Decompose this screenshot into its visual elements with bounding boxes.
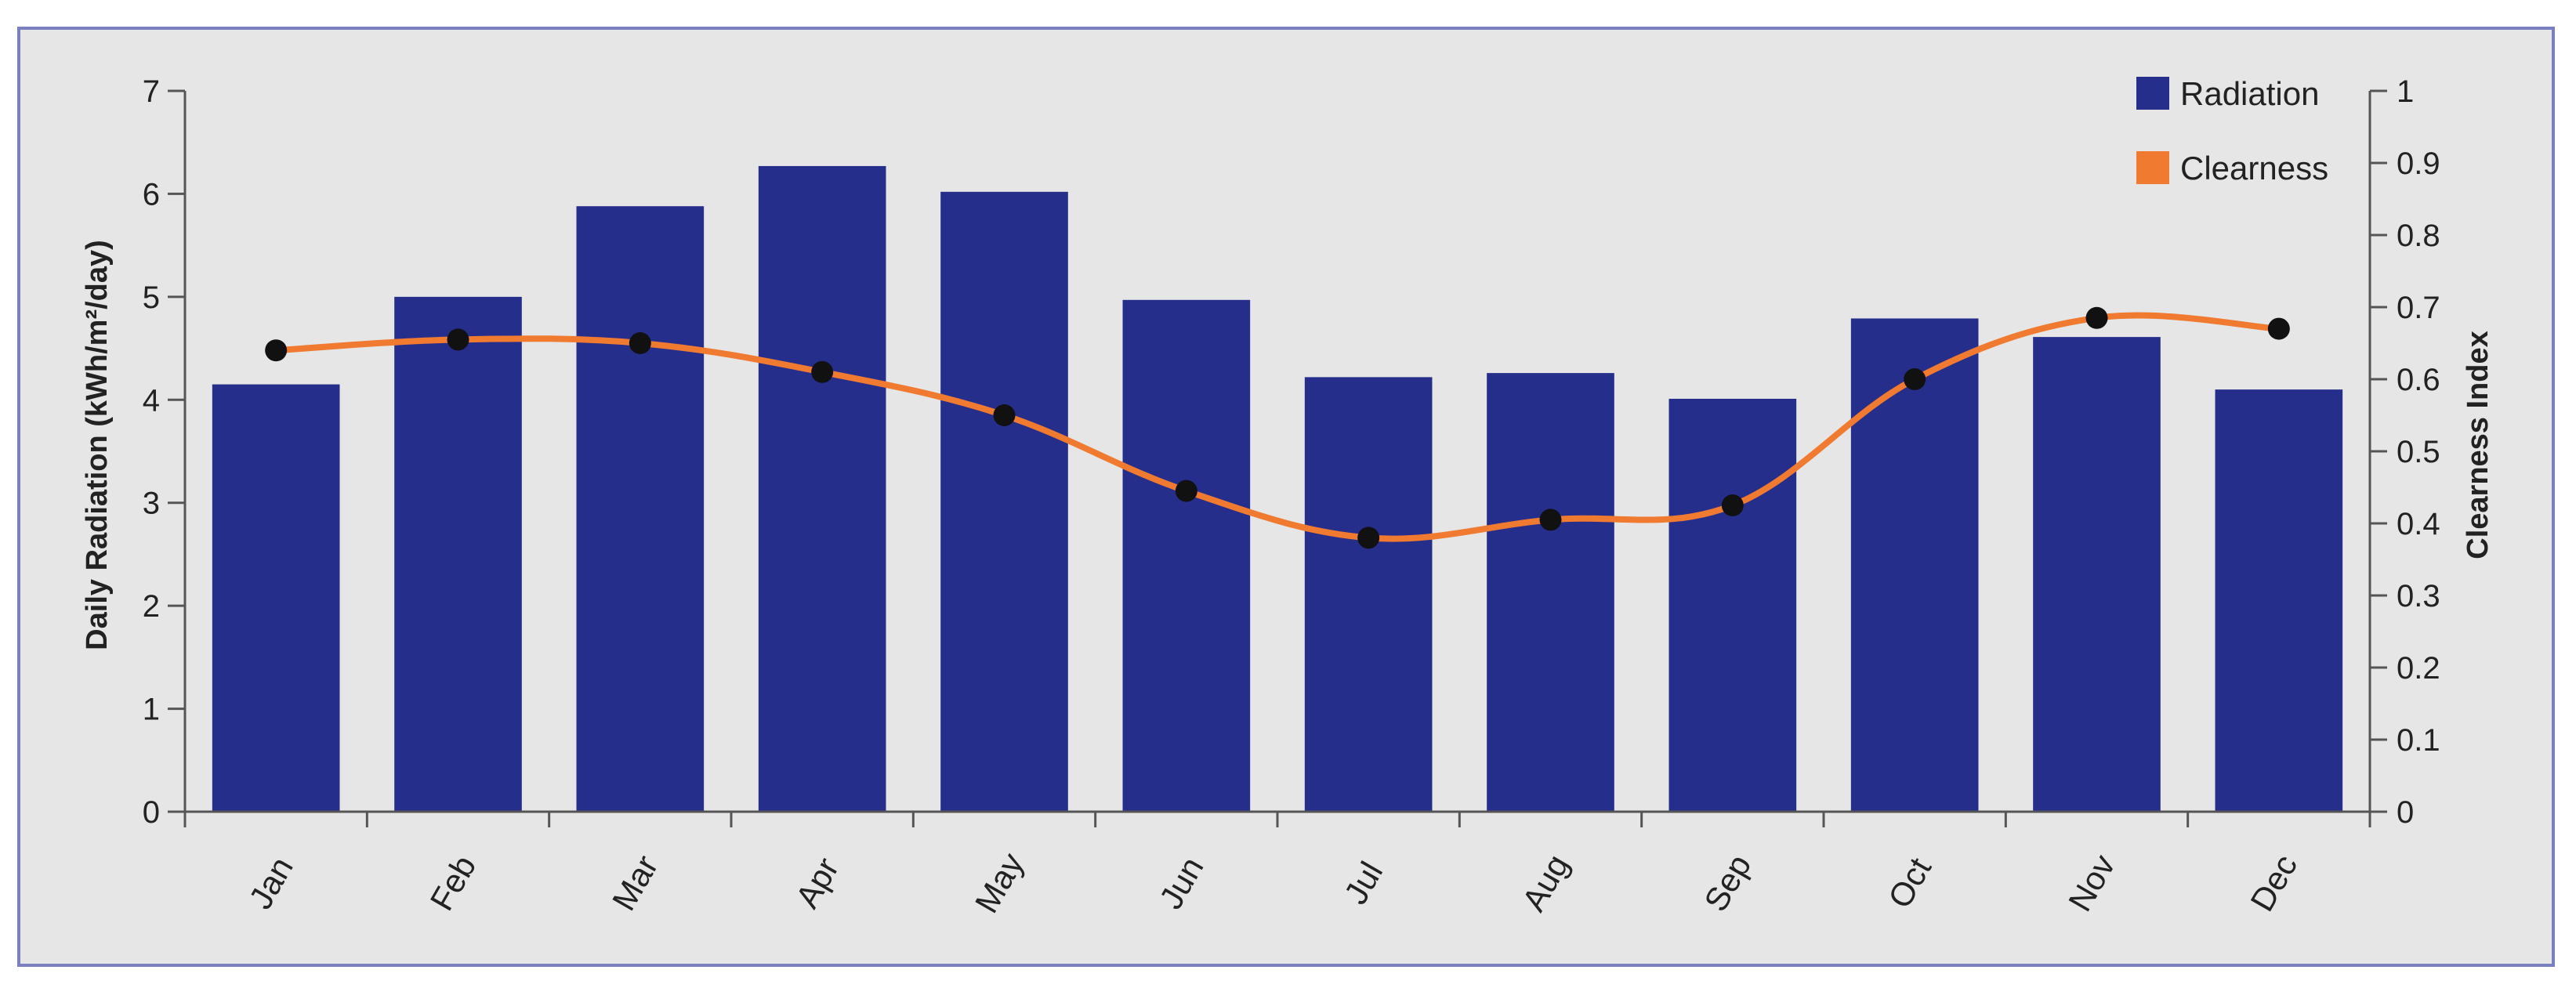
bar-nov xyxy=(2033,337,2161,812)
x-tick-label-sep: Sep xyxy=(1697,849,1758,917)
bar-mar xyxy=(576,206,705,812)
x-tick-label-oct: Oct xyxy=(1881,851,1939,914)
y-left-tick-label: 4 xyxy=(143,383,160,418)
y-right-tick-label: 0.7 xyxy=(2397,291,2440,325)
bar-may xyxy=(940,191,1068,812)
x-tick-label-apr: Apr xyxy=(788,852,846,914)
y-right-tick-label: 0.1 xyxy=(2397,723,2440,758)
y-right-tick-label: 0.5 xyxy=(2397,435,2440,469)
bar-feb xyxy=(394,296,522,812)
y-left-tick-label: 6 xyxy=(143,177,160,212)
clearness-point-jun xyxy=(1175,480,1197,502)
x-tick-label-may: May xyxy=(968,847,1031,919)
clearness-point-nov xyxy=(2085,306,2108,329)
y-left-tick-label: 3 xyxy=(143,487,160,521)
line-series-clearness xyxy=(265,306,2290,549)
bar-series-radiation xyxy=(212,165,2343,812)
x-tick-label-jun: Jun xyxy=(1152,851,1211,915)
clearness-point-mar xyxy=(629,332,651,354)
legend-label-clearness: Clearness xyxy=(2180,150,2328,186)
clearness-point-apr xyxy=(811,360,834,383)
axis-labels: Daily Radiation (kWh/m²/day) Clearness I… xyxy=(81,240,2494,650)
y-right-tick-label: 0.8 xyxy=(2397,219,2440,253)
y-right-tick-label: 0.2 xyxy=(2397,651,2440,686)
x-tick-label-jul: Jul xyxy=(1337,856,1390,910)
bar-aug xyxy=(1487,373,1614,812)
clearness-point-jul xyxy=(1357,527,1380,549)
x-tick-label-feb: Feb xyxy=(422,849,483,917)
bar-jun xyxy=(1122,299,1251,812)
y-right-tick-label: 0.4 xyxy=(2397,507,2440,541)
y-left-tick-label: 7 xyxy=(143,74,160,109)
bar-apr xyxy=(758,165,886,812)
y-right-tick-label: 0.9 xyxy=(2397,147,2440,181)
x-tick-label-nov: Nov xyxy=(2061,849,2122,917)
clearness-point-sep xyxy=(1721,494,1744,516)
clearness-point-oct xyxy=(1904,368,1926,390)
y-axis-right-title: Clearness Index xyxy=(2462,331,2494,559)
y-left-tick-label: 2 xyxy=(143,589,160,624)
y-left-tick-label: 0 xyxy=(143,795,160,830)
y-left-tick-label: 1 xyxy=(143,693,160,727)
legend-swatch-clearness xyxy=(2136,151,2169,184)
bar-jan xyxy=(212,384,340,812)
clearness-point-feb xyxy=(447,328,469,351)
legend-label-radiation: Radiation xyxy=(2180,75,2319,112)
y-right-tick-label: 0.6 xyxy=(2397,363,2440,397)
legend-swatch-radiation xyxy=(2136,77,2169,110)
legend: Radiation Clearness xyxy=(2136,75,2328,186)
y-left-tick-label: 5 xyxy=(143,280,160,315)
y-right-tick-label: 0 xyxy=(2397,795,2414,830)
bar-sep xyxy=(1668,398,1797,812)
clearness-point-may xyxy=(993,404,1016,426)
bar-dec xyxy=(2215,389,2343,812)
x-tick-label-dec: Dec xyxy=(2243,849,2304,917)
chart-frame: 0 1 2 3 4 5 6 7 0 0.1 0.2 0.3 0.4 0.5 0.6 0.7 0.8 0.9 1 Jan… xyxy=(17,27,2555,967)
bar-jul xyxy=(1304,377,1433,812)
y-right-tick-label: 0.3 xyxy=(2397,579,2440,613)
clearness-point-aug xyxy=(1539,508,1562,531)
x-tick-label-mar: Mar xyxy=(605,849,665,917)
clearness-line xyxy=(273,312,2282,542)
clearness-point-dec xyxy=(2267,317,2290,340)
x-tick-label-jan: Jan xyxy=(241,851,300,915)
bar-oct xyxy=(1850,318,1979,812)
combo-chart: 0 1 2 3 4 5 6 7 0 0.1 0.2 0.3 0.4 0.5 0.6 0.7 0.8 0.9 1 Jan… xyxy=(81,74,2494,919)
y-axis-left-title: Daily Radiation (kWh/m²/day) xyxy=(81,240,114,650)
clearness-point-jan xyxy=(265,339,288,362)
y-right-tick-label: 1 xyxy=(2397,74,2414,109)
x-tick-label-aug: Aug xyxy=(1515,849,1576,917)
